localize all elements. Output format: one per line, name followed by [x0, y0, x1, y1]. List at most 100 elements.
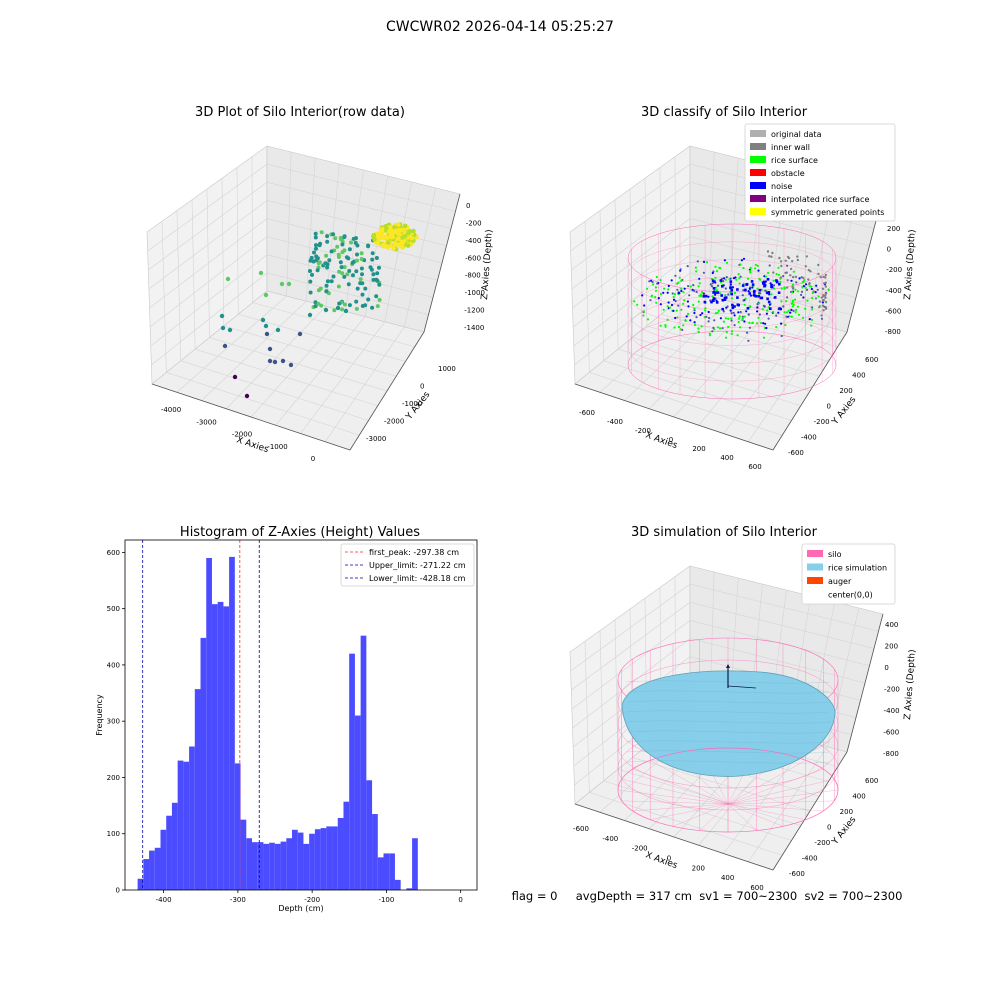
- data-point: [814, 297, 818, 300]
- silo-floor-spoke: [621, 800, 729, 805]
- data-point: [821, 287, 825, 290]
- y-tick-label: 600: [865, 356, 878, 364]
- data-point: [717, 309, 720, 312]
- panel-classify-legend: original data inner wall rice surface obsta…: [744, 123, 896, 222]
- data-point: [810, 287, 814, 291]
- data-point: [716, 311, 719, 314]
- data-point: [325, 234, 330, 239]
- silo-floor-spoke: [727, 760, 806, 805]
- data-point: [695, 270, 698, 273]
- histogram-bar: [240, 819, 247, 890]
- data-point: [744, 288, 747, 292]
- legend-label: obstacle: [771, 169, 805, 178]
- data-point: [780, 264, 783, 268]
- data-point: [733, 324, 736, 327]
- data-point: [790, 308, 793, 311]
- data-point: [666, 305, 669, 308]
- data-point: [313, 304, 318, 309]
- histogram-bar: [217, 601, 224, 890]
- data-point: [724, 278, 728, 281]
- data-point: [698, 294, 701, 297]
- data-point: [703, 316, 706, 319]
- data-point: [380, 242, 386, 248]
- data-point: [714, 276, 717, 279]
- data-point: [822, 275, 825, 279]
- z-tick-label: 400: [885, 621, 898, 629]
- data-point: [737, 311, 740, 314]
- panel-histogram-ylabel: Frequency: [95, 694, 104, 736]
- data-point: [288, 362, 294, 368]
- data-point: [719, 317, 723, 320]
- z-tick-label: -200: [466, 219, 482, 227]
- histogram-bar: [354, 715, 361, 890]
- data-point: [777, 311, 780, 314]
- data-point: [220, 325, 226, 331]
- data-point: [748, 326, 752, 329]
- histogram-bar: [246, 838, 252, 890]
- histogram-bar: [377, 857, 384, 890]
- data-point: [368, 265, 373, 270]
- data-point: [744, 297, 747, 300]
- data-point: [363, 286, 368, 291]
- data-point: [734, 276, 737, 279]
- grid-line: [624, 157, 739, 401]
- data-point: [738, 282, 741, 285]
- data-point: [689, 285, 692, 288]
- data-point: [656, 282, 659, 285]
- data-point: [345, 272, 350, 277]
- data-point: [745, 331, 749, 334]
- panel-classify-ylabel: Y Axies: [830, 395, 859, 428]
- data-point: [674, 299, 677, 303]
- data-point: [760, 296, 764, 300]
- grid-line: [149, 236, 438, 328]
- y-axis-line: [349, 331, 425, 451]
- data-point: [742, 257, 746, 260]
- data-point: [677, 291, 680, 294]
- data-point: [768, 264, 771, 267]
- data-point: [780, 300, 783, 303]
- panel-histogram-vlines: [142, 540, 260, 890]
- grid-line: [176, 151, 292, 393]
- x-tick-label: 0: [667, 855, 671, 863]
- data-point: [685, 315, 688, 318]
- data-point: [775, 272, 778, 276]
- data-point: [729, 280, 733, 283]
- y-tick-label: -400: [801, 434, 817, 442]
- data-point: [818, 300, 822, 303]
- data-point: [366, 244, 371, 249]
- histogram-bar: [320, 828, 327, 890]
- data-point: [785, 300, 788, 303]
- data-point: [820, 317, 824, 320]
- data-point: [780, 334, 783, 338]
- data-point: [679, 268, 682, 271]
- legend-label: first_peak: -297.38 cm: [369, 548, 459, 557]
- data-point: [824, 300, 828, 304]
- data-point: [391, 246, 396, 251]
- y-tick-label: 200: [107, 774, 120, 782]
- data-point: [779, 276, 783, 279]
- data-point: [801, 286, 804, 289]
- data-point: [727, 293, 730, 296]
- data-point: [358, 277, 363, 282]
- data-point: [773, 284, 776, 287]
- data-point: [756, 287, 759, 290]
- grid-line: [574, 272, 852, 366]
- data-point: [314, 243, 318, 248]
- data-point: [314, 246, 318, 251]
- data-point: [360, 272, 364, 277]
- data-point: [791, 286, 794, 289]
- data-point: [772, 279, 775, 282]
- histogram-bar: [366, 780, 373, 890]
- z-tick-label: 0: [466, 202, 470, 210]
- data-point: [699, 293, 703, 296]
- data-point: [693, 309, 696, 312]
- panel-simulation-auger: [726, 664, 757, 689]
- y-axis-line: [772, 331, 848, 451]
- data-point: [791, 301, 794, 304]
- data-point: [756, 303, 759, 306]
- data-point: [731, 306, 735, 309]
- data-point: [332, 308, 337, 313]
- data-point: [725, 330, 729, 334]
- y-tick-label: 1000: [438, 365, 456, 373]
